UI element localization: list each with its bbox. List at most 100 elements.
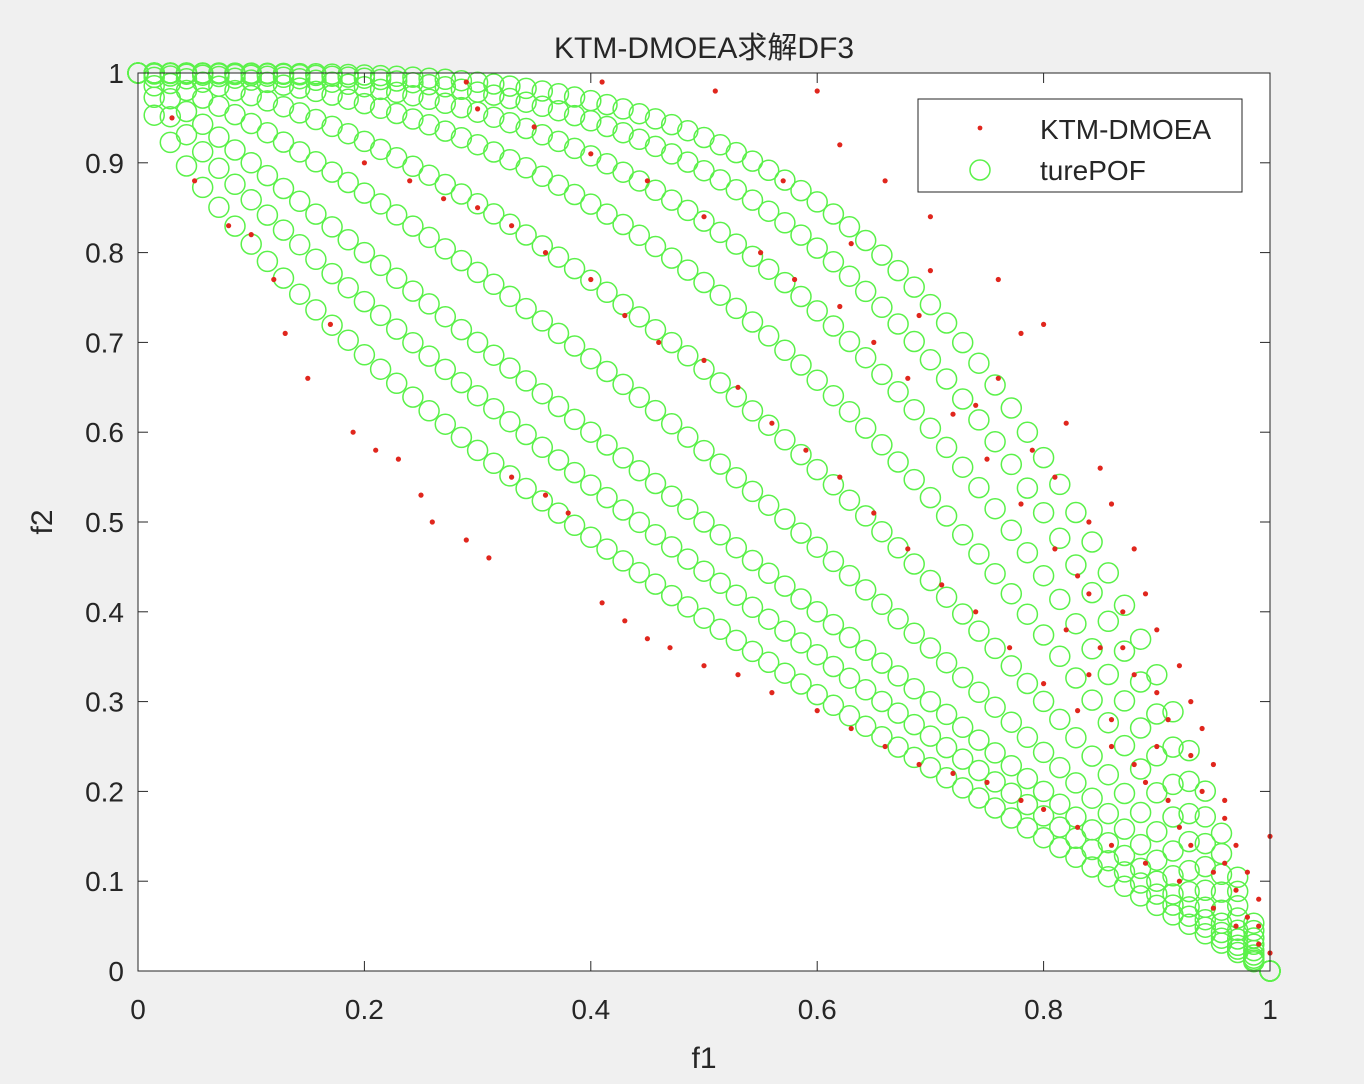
ktm-dmoea-point	[1154, 627, 1160, 633]
turepof-point	[1049, 793, 1071, 815]
turepof-series	[127, 62, 1281, 982]
turepof-point	[256, 204, 279, 226]
turepof-point	[1049, 588, 1071, 611]
turepof-point	[968, 729, 990, 751]
ktm-dmoea-point	[1063, 627, 1069, 633]
ktm-dmoea-point	[1199, 788, 1205, 795]
ktm-dmoea-point	[871, 339, 877, 345]
turepof-point	[337, 276, 359, 299]
turepof-point	[1162, 701, 1184, 723]
turepof-point	[288, 62, 311, 85]
turepof-point	[369, 304, 392, 327]
turepof-point	[1146, 883, 1168, 905]
turepof-point	[1146, 703, 1168, 725]
x-axis-label: f1	[691, 1042, 716, 1075]
ktm-dmoea-point	[1244, 869, 1250, 875]
ktm-dmoea-point	[882, 178, 888, 184]
turepof-point	[224, 173, 246, 196]
ktm-dmoea-point	[792, 276, 798, 283]
turepof-point	[677, 426, 699, 448]
turepof-point	[612, 121, 634, 144]
ktm-dmoea-point	[441, 196, 447, 202]
turepof-point	[272, 74, 295, 96]
turepof-point	[353, 64, 376, 86]
ktm-dmoea-point	[1052, 474, 1058, 480]
turepof-point	[483, 452, 505, 475]
turepof-point	[693, 271, 715, 294]
turepof-point	[1000, 782, 1023, 804]
turepof-point	[854, 715, 877, 738]
turepof-point	[741, 640, 764, 663]
turepof-point	[660, 413, 683, 435]
ktm-dmoea-point	[271, 276, 277, 283]
turepof-point	[272, 95, 295, 118]
turepof-point	[693, 560, 715, 582]
turepof-point	[208, 126, 230, 148]
ktm-dmoea-point	[588, 276, 594, 283]
turepof-point	[709, 372, 731, 394]
y-tick-label: 0.7	[85, 327, 124, 358]
turepof-point	[822, 655, 845, 678]
turepof-point	[757, 159, 780, 182]
turepof-point	[288, 102, 311, 124]
turepof-point	[1065, 501, 1087, 524]
turepof-point	[563, 335, 586, 357]
turepof-point	[887, 665, 909, 687]
turepof-point	[660, 536, 683, 558]
ktm-dmoea-point	[429, 519, 435, 525]
turepof-point	[418, 114, 440, 136]
turepof-point	[1129, 801, 1152, 824]
turepof-point	[580, 526, 602, 549]
ktm-dmoea-point	[248, 232, 254, 238]
turepof-point	[175, 100, 198, 123]
turepof-point	[968, 352, 990, 374]
turepof-point	[919, 756, 942, 779]
ktm-dmoea-point	[588, 151, 594, 157]
turepof-point	[838, 667, 861, 689]
turepof-point	[1178, 896, 1200, 918]
turepof-point	[563, 514, 586, 537]
turepof-point	[321, 314, 343, 336]
turepof-point	[531, 382, 554, 405]
turepof-point	[757, 651, 780, 674]
turepof-point	[806, 536, 828, 558]
turepof-point	[903, 276, 925, 298]
turepof-point	[1210, 921, 1233, 944]
turepof-point	[919, 690, 942, 713]
turepof-point	[1065, 772, 1087, 794]
ktm-dmoea-point	[531, 124, 537, 130]
ktm-dmoea-point	[712, 88, 718, 94]
turepof-point	[1113, 818, 1136, 840]
ktm-dmoea-point	[950, 411, 956, 417]
turepof-point	[596, 360, 618, 383]
turepof-point	[466, 439, 489, 462]
turepof-point	[693, 159, 715, 182]
turepof-point	[968, 543, 990, 565]
turepof-point	[1162, 806, 1184, 828]
ktm-dmoea-point	[1142, 779, 1149, 786]
turepof-point	[854, 280, 877, 303]
ktm-dmoea-point	[995, 276, 1001, 283]
ktm-dmoea-point	[282, 330, 288, 336]
turepof-point	[1226, 895, 1249, 917]
turepof-point	[984, 797, 1006, 819]
turepof-point	[871, 434, 893, 456]
turepof-point	[984, 562, 1006, 585]
ktm-dmoea-point	[814, 708, 820, 714]
turepof-point	[919, 569, 942, 592]
ktm-dmoea-point	[1108, 842, 1115, 848]
ktm-dmoea-point	[984, 779, 990, 786]
turepof-point	[450, 96, 473, 119]
turepof-point	[531, 95, 554, 118]
turepof-point	[288, 283, 311, 305]
turepof-point	[628, 224, 651, 247]
ktm-dmoea-point	[1188, 842, 1194, 848]
turepof-point	[871, 296, 893, 319]
turepof-point	[903, 746, 925, 769]
turepof-point	[596, 93, 618, 116]
turepof-point	[580, 193, 602, 215]
ktm-dmoea-point	[1075, 573, 1081, 579]
ktm-dmoea-point	[1256, 941, 1262, 947]
turepof-point	[1032, 741, 1055, 764]
turepof-point	[580, 347, 602, 370]
